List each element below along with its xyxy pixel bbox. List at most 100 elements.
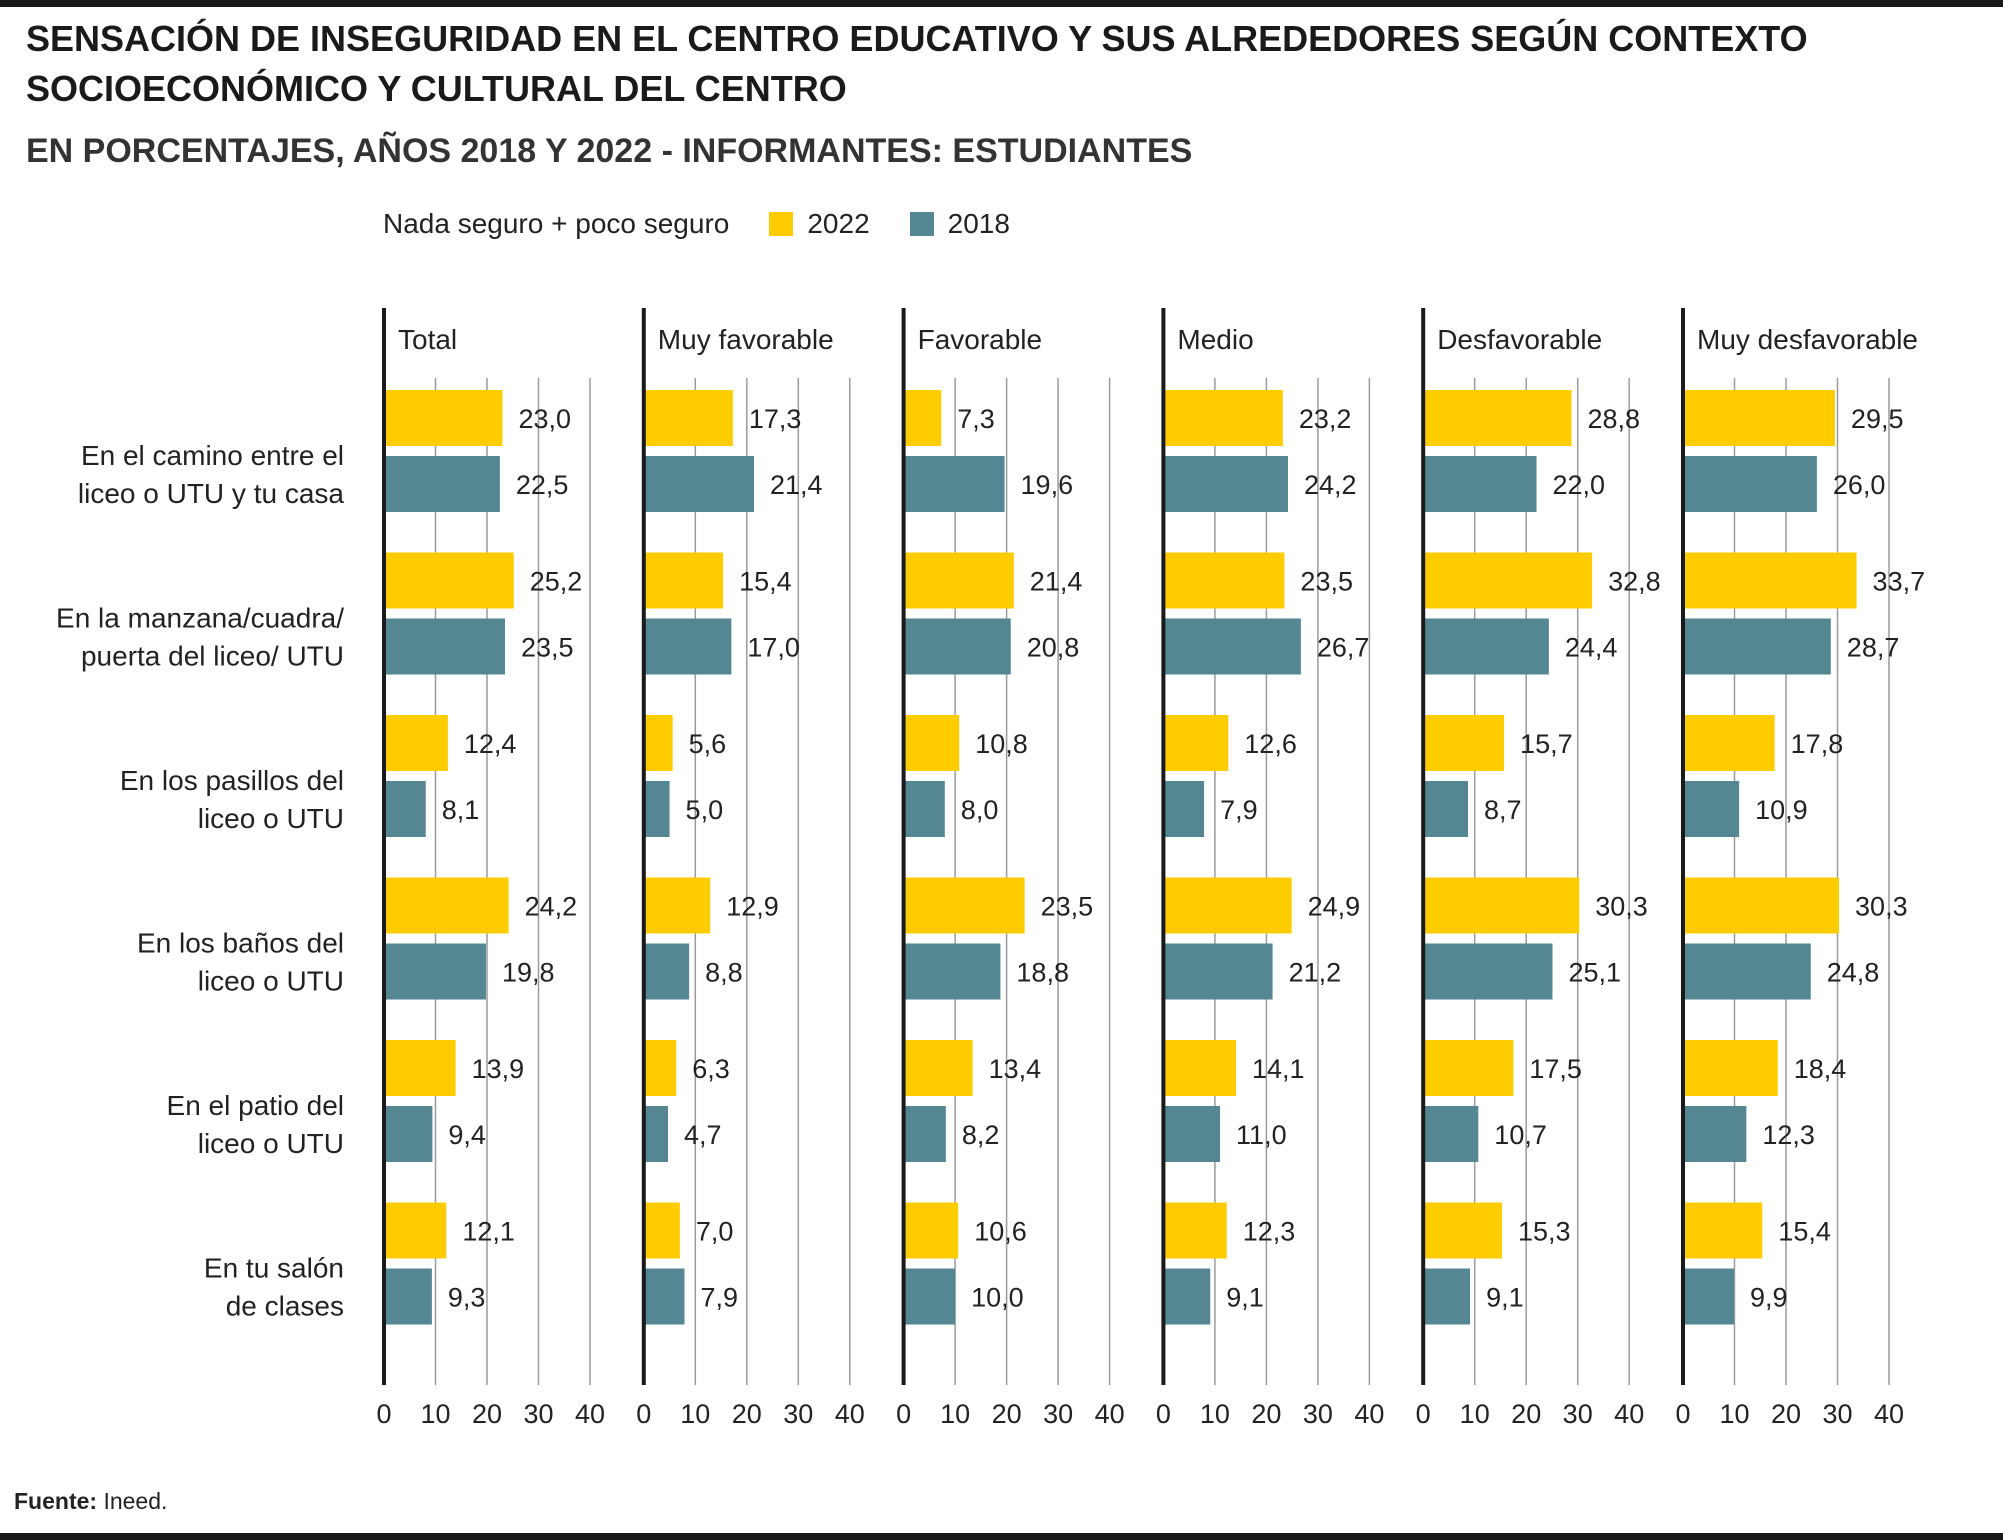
data-label-3-3-2022: 24,9	[1308, 892, 1361, 922]
data-label-0-2-2022: 12,4	[464, 729, 517, 759]
data-label-0-1-2022: 25,2	[530, 567, 583, 597]
bar-2-0-2018	[903, 456, 1005, 512]
tick-label-5-2: 20	[1771, 1399, 1801, 1429]
category-label-5-0: En tu salón	[204, 1253, 344, 1284]
data-label-4-3-2018: 25,1	[1568, 958, 1621, 988]
bar-3-3-2022	[1163, 877, 1292, 934]
data-label-3-1-2022: 23,5	[1300, 567, 1353, 597]
bar-1-5-2022	[643, 1202, 680, 1259]
data-label-1-3-2022: 12,9	[726, 892, 779, 922]
bar-1-2-2022	[643, 715, 673, 771]
category-label-1-1: puerta del liceo/ UTU	[81, 641, 344, 672]
data-label-5-0-2022: 29,5	[1851, 404, 1904, 434]
bar-3-0-2018	[1163, 456, 1289, 512]
bar-2-5-2018	[903, 1268, 956, 1325]
source-text: Ineed.	[103, 1488, 168, 1514]
data-label-4-0-2018: 22,0	[1553, 470, 1606, 500]
tick-label-5-3: 30	[1822, 1399, 1852, 1429]
bar-0-5-2018	[384, 1268, 432, 1325]
data-label-2-1-2018: 20,8	[1027, 633, 1080, 663]
bar-0-1-2022	[384, 552, 514, 609]
data-label-3-1-2018: 26,7	[1317, 633, 1370, 663]
data-label-0-3-2018: 19,8	[502, 958, 555, 988]
data-label-5-3-2022: 30,3	[1855, 892, 1908, 922]
bar-5-4-2022	[1683, 1040, 1778, 1096]
bar-5-0-2022	[1683, 390, 1835, 446]
bar-2-1-2022	[903, 552, 1014, 609]
data-label-1-0-2018: 21,4	[770, 470, 823, 500]
data-label-4-0-2022: 28,8	[1588, 404, 1641, 434]
bar-5-4-2018	[1683, 1106, 1747, 1162]
data-label-1-1-2022: 15,4	[739, 567, 792, 597]
tick-label-3-0: 0	[1156, 1399, 1171, 1429]
data-label-0-3-2022: 24,2	[525, 892, 578, 922]
data-label-1-4-2022: 6,3	[692, 1054, 730, 1084]
bar-2-4-2022	[903, 1040, 973, 1096]
data-label-4-5-2022: 15,3	[1518, 1217, 1571, 1247]
legend-text-2022: 2022	[807, 208, 870, 239]
bar-5-5-2018	[1683, 1268, 1734, 1325]
tick-label-2-2: 20	[992, 1399, 1022, 1429]
data-label-4-4-2018: 10,7	[1494, 1120, 1547, 1150]
tick-label-4-2: 20	[1511, 1399, 1541, 1429]
tick-label-3-1: 10	[1200, 1399, 1230, 1429]
tick-label-4-1: 10	[1460, 1399, 1490, 1429]
bar-3-5-2018	[1163, 1268, 1211, 1325]
bar-3-5-2022	[1163, 1202, 1227, 1259]
data-label-3-4-2018: 11,0	[1236, 1120, 1287, 1150]
bar-3-2-2022	[1163, 715, 1229, 771]
data-label-0-1-2018: 23,5	[521, 633, 574, 663]
bar-5-3-2022	[1683, 877, 1840, 934]
bar-4-4-2022	[1423, 1040, 1514, 1096]
bar-1-5-2018	[643, 1268, 685, 1325]
data-label-4-2-2018: 8,7	[1484, 795, 1522, 825]
legend-text-2018: 2018	[947, 208, 1010, 239]
data-label-2-0-2018: 19,6	[1021, 470, 1074, 500]
data-label-5-1-2018: 28,7	[1847, 633, 1900, 663]
tick-label-4-3: 30	[1563, 1399, 1593, 1429]
bar-2-5-2022	[903, 1202, 959, 1259]
data-label-2-4-2022: 13,4	[989, 1054, 1042, 1084]
tick-label-4-0: 0	[1416, 1399, 1431, 1429]
data-label-2-2-2022: 10,8	[975, 729, 1028, 759]
legend-swatch-2022	[769, 212, 794, 236]
bar-2-3-2018	[903, 943, 1001, 1000]
panel-title-5: Muy desfavorable	[1697, 324, 1918, 355]
data-label-3-5-2018: 9,1	[1226, 1283, 1264, 1313]
bar-4-2-2022	[1423, 715, 1505, 771]
category-label-4-0: En el patio del	[167, 1090, 344, 1121]
data-label-1-4-2018: 4,7	[684, 1120, 722, 1150]
tick-label-0-4: 40	[575, 1399, 605, 1429]
bar-4-5-2018	[1423, 1268, 1471, 1325]
data-label-5-0-2018: 26,0	[1833, 470, 1886, 500]
bar-1-0-2018	[643, 456, 755, 512]
bar-4-2-2018	[1423, 781, 1469, 837]
tick-label-1-1: 10	[680, 1399, 710, 1429]
bar-4-5-2022	[1423, 1202, 1502, 1259]
data-label-5-2-2022: 17,8	[1791, 729, 1844, 759]
data-label-3-2-2022: 12,6	[1244, 729, 1297, 759]
bar-1-3-2022	[643, 877, 711, 934]
bar-0-4-2018	[384, 1106, 433, 1162]
data-label-3-0-2022: 23,2	[1299, 404, 1352, 434]
chart-title: SENSACIÓN DE INSEGURIDAD EN EL CENTRO ED…	[26, 18, 1808, 109]
bar-1-4-2022	[643, 1040, 677, 1096]
data-label-3-2-2018: 7,9	[1220, 795, 1258, 825]
bar-0-0-2022	[384, 390, 503, 446]
bottom-rule	[0, 1533, 2003, 1540]
bar-1-1-2022	[643, 552, 724, 609]
tick-label-2-4: 40	[1095, 1399, 1125, 1429]
data-label-5-4-2018: 12,3	[1762, 1120, 1815, 1150]
data-label-0-0-2022: 23,0	[518, 404, 571, 434]
data-label-0-5-2022: 12,1	[462, 1217, 515, 1247]
bar-4-0-2022	[1423, 390, 1572, 446]
bar-5-2-2018	[1683, 781, 1740, 837]
bar-5-2-2022	[1683, 715, 1775, 771]
data-label-2-0-2022: 7,3	[957, 404, 995, 434]
tick-label-2-3: 30	[1043, 1399, 1073, 1429]
data-label-1-5-2022: 7,0	[696, 1217, 734, 1247]
bar-2-3-2022	[903, 877, 1025, 934]
category-label-4-1: liceo o UTU	[198, 1128, 344, 1159]
data-label-5-2-2018: 10,9	[1755, 795, 1808, 825]
tick-label-1-2: 20	[732, 1399, 762, 1429]
